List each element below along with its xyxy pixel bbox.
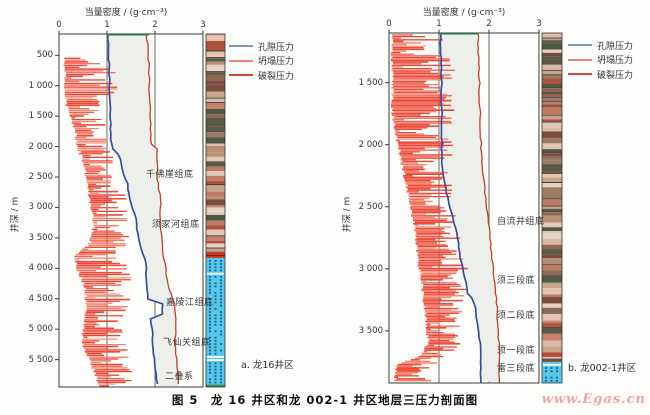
formation-annotation: 须三段底 <box>497 276 536 287</box>
right-legend: 孔隙压力坍塌压力破裂压力 <box>568 38 650 82</box>
legend-line-swatch <box>229 74 253 77</box>
depth-tick-label: 1 500 <box>28 111 53 122</box>
formation-annotation: 千佛崖组底 <box>146 170 194 181</box>
legend-item: 坍塌压力 <box>229 54 339 69</box>
x-tick-label: 1 <box>104 20 110 30</box>
depth-tick-label: 1 000 <box>28 80 53 91</box>
fracture-pressure-curve <box>145 33 180 385</box>
left-legend: 孔隙压力坍塌压力破裂压力 <box>229 39 339 83</box>
depth-tick-label: 3 000 <box>28 202 53 213</box>
legend-item: 破裂压力 <box>568 67 650 82</box>
right-x-axis-title: 当量密度 / (g·cm⁻³) <box>422 8 506 18</box>
lithology-column <box>205 33 226 388</box>
formation-annotation: 须家河组底 <box>152 220 200 231</box>
depth-tick-label: 1 500 <box>358 77 383 88</box>
x-tick-label: 2 <box>152 20 158 30</box>
plot-border <box>388 32 540 384</box>
depth-tick-label: 4 500 <box>28 293 53 304</box>
depth-tick-label: 3 000 <box>358 263 383 274</box>
depth-tick-label: 2 000 <box>28 141 53 152</box>
lithology-border <box>205 33 226 388</box>
x-tick-label: 0 <box>56 20 62 30</box>
pore-pressure-curve <box>439 32 482 384</box>
formation-annotation: 二叠系 <box>165 372 194 383</box>
x-tick-label: 1 <box>436 19 442 29</box>
lithology-column <box>541 32 563 384</box>
legend-label: 孔隙压力 <box>258 42 295 53</box>
legend-line-swatch <box>568 58 592 61</box>
depth-tick-label: 3 500 <box>358 325 383 336</box>
legend-item: 孔隙压力 <box>229 39 339 54</box>
x-tick-label: 0 <box>386 19 392 29</box>
watermark: www.Egas.cn <box>541 392 646 407</box>
legend-label: 破裂压力 <box>597 70 634 81</box>
legend-label: 坍塌压力 <box>258 57 295 68</box>
lithology-border <box>541 32 563 384</box>
legend-line-swatch <box>568 73 592 76</box>
legend-line-swatch <box>568 44 592 47</box>
depth-tick-label: 5 000 <box>28 324 53 335</box>
x-tick-label: 3 <box>536 19 542 29</box>
mud-window-fill <box>107 34 179 387</box>
formation-annotation: 须二段底 <box>497 310 536 321</box>
depth-tick-label: 2 500 <box>358 201 383 212</box>
pore-pressure-curve <box>106 33 164 385</box>
legend-item: 破裂压力 <box>229 68 339 83</box>
formation-annotation: 飞仙关组底 <box>163 337 211 348</box>
chart-group-1 <box>385 29 563 384</box>
fracture-pressure-curve <box>477 32 501 384</box>
formation-annotation: 雷三段底 <box>497 364 536 375</box>
depth-tick-label: 3 500 <box>28 232 53 243</box>
x-tick-label: 2 <box>486 19 492 29</box>
plot-border <box>58 33 204 388</box>
legend-item: 孔隙压力 <box>568 38 650 53</box>
legend-item: 坍塌压力 <box>568 53 650 68</box>
right-y-axis-label: 井深 / m <box>342 196 353 233</box>
legend-label: 孔隙压力 <box>597 41 634 52</box>
legend-label: 破裂压力 <box>258 71 295 82</box>
depth-tick-label: 4 000 <box>28 263 53 274</box>
left-x-axis-title: 当量密度 / (g·cm⁻³) <box>84 8 168 18</box>
legend-line-swatch <box>229 59 253 62</box>
formation-annotation: 自流井组底 <box>497 216 545 227</box>
chart-group-0 <box>55 30 226 388</box>
depth-tick-label: 5 500 <box>28 354 53 365</box>
depth-tick-label: 500 <box>36 50 53 61</box>
left-sub-caption: a. 龙16井区 <box>241 360 294 371</box>
depth-tick-label: 2 000 <box>358 139 383 150</box>
legend-label: 坍塌压力 <box>597 56 634 67</box>
formation-annotation: 嘉陵江组底 <box>166 298 214 309</box>
legend-line-swatch <box>229 45 253 48</box>
x-tick-label: 3 <box>200 20 206 30</box>
formation-annotation: 须一段底 <box>497 345 536 356</box>
right-sub-caption: b. 龙002-1井区 <box>568 363 637 374</box>
depth-tick-label: 2 500 <box>28 172 53 183</box>
figure-caption: 图 5 龙 16 井区和龙 002-1 井区地层三压力剖面图 <box>171 393 479 407</box>
mud-window-fill <box>440 33 500 383</box>
collapse-pressure-curve <box>390 34 468 382</box>
collapse-pressure-curve <box>63 57 132 387</box>
